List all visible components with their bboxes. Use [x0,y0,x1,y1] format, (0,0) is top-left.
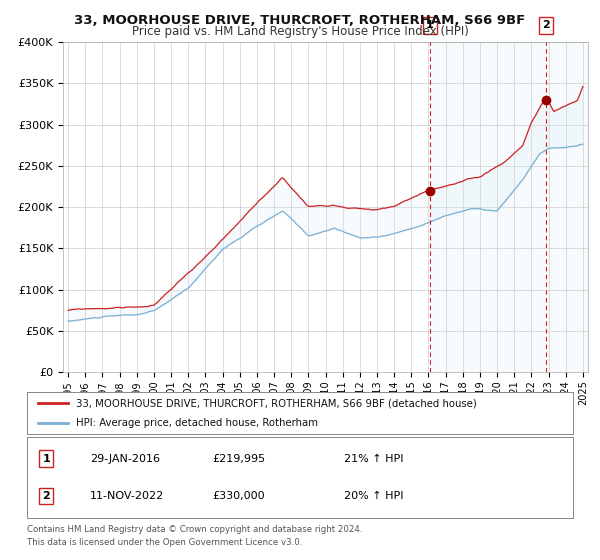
Text: 33, MOORHOUSE DRIVE, THURCROFT, ROTHERHAM, S66 9BF (detached house): 33, MOORHOUSE DRIVE, THURCROFT, ROTHERHA… [76,398,477,408]
Text: 11-NOV-2022: 11-NOV-2022 [90,491,164,501]
Text: Price paid vs. HM Land Registry's House Price Index (HPI): Price paid vs. HM Land Registry's House … [131,25,469,38]
Text: 1: 1 [426,21,434,30]
Text: Contains HM Land Registry data © Crown copyright and database right 2024.: Contains HM Land Registry data © Crown c… [27,525,362,534]
Text: 20% ↑ HPI: 20% ↑ HPI [344,491,403,501]
Text: £219,995: £219,995 [212,454,266,464]
Text: 21% ↑ HPI: 21% ↑ HPI [344,454,403,464]
Text: £330,000: £330,000 [212,491,265,501]
Text: 2: 2 [42,491,50,501]
Text: 33, MOORHOUSE DRIVE, THURCROFT, ROTHERHAM, S66 9BF: 33, MOORHOUSE DRIVE, THURCROFT, ROTHERHA… [74,14,526,27]
Text: 1: 1 [42,454,50,464]
Text: This data is licensed under the Open Government Licence v3.0.: This data is licensed under the Open Gov… [27,538,302,547]
Text: 2: 2 [542,21,550,30]
Bar [430,42,588,372]
Text: HPI: Average price, detached house, Rotherham: HPI: Average price, detached house, Roth… [76,418,318,428]
Text: 29-JAN-2016: 29-JAN-2016 [90,454,160,464]
